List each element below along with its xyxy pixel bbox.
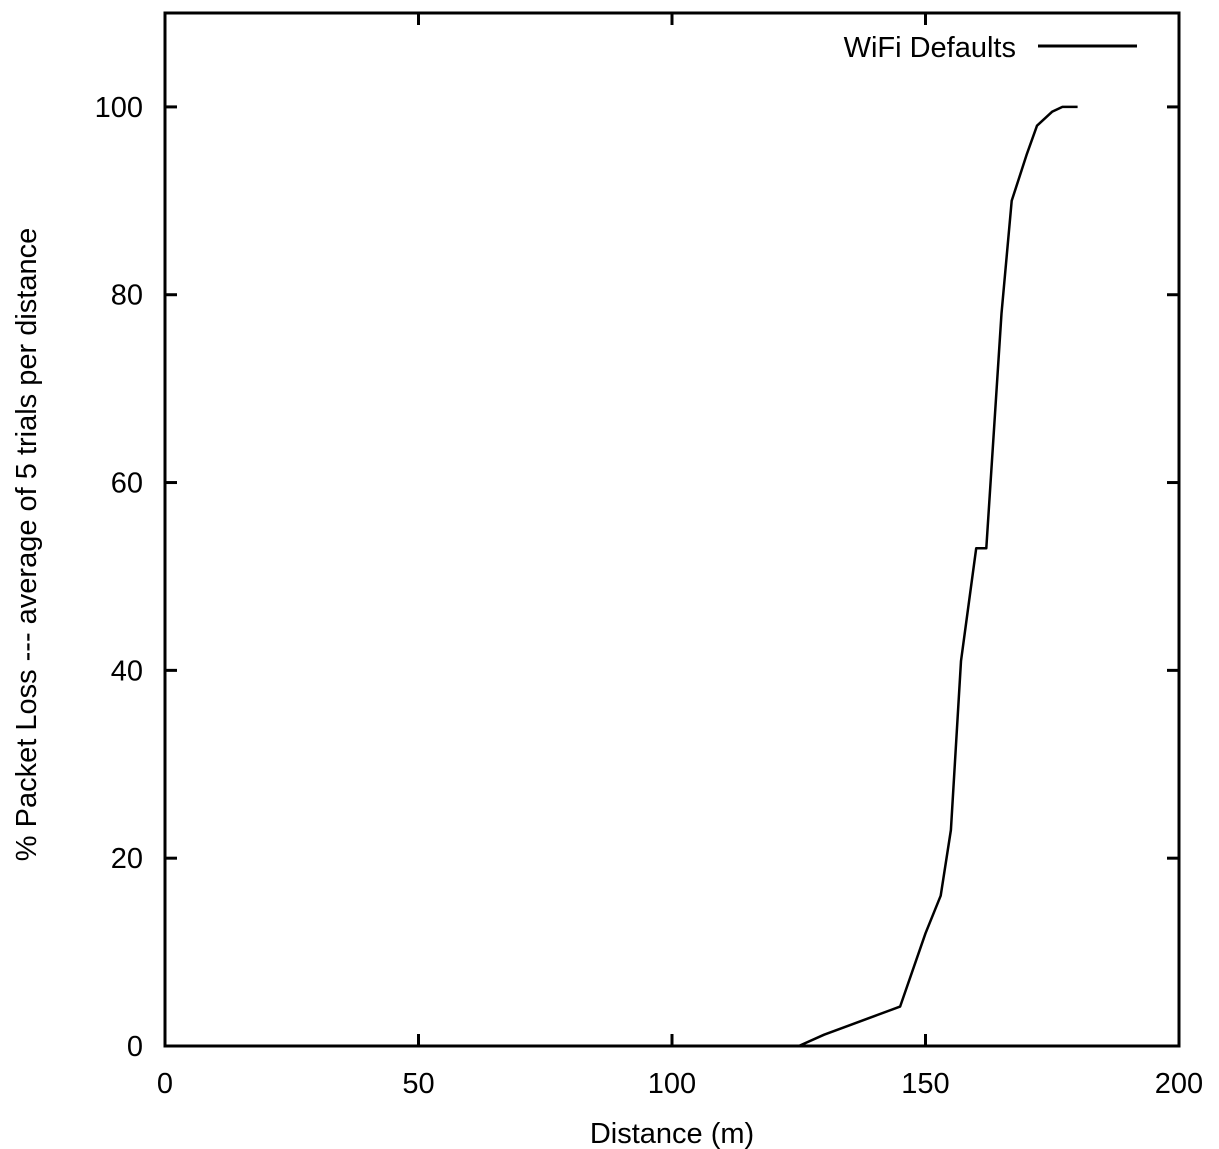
legend-label-wifi-defaults: WiFi Defaults bbox=[844, 32, 1016, 64]
y-tick-label: 60 bbox=[111, 468, 143, 500]
y-tick-label: 20 bbox=[111, 843, 143, 875]
series-line-wifi-defaults bbox=[798, 105, 1078, 1048]
x-tick-labels: 0 50 100 150 200 bbox=[157, 1068, 1203, 1100]
y-tick-label: 0 bbox=[127, 1031, 143, 1063]
x-tick-label: 200 bbox=[1155, 1068, 1203, 1100]
y-tick-label: 80 bbox=[111, 280, 143, 312]
plot-frame bbox=[163, 11, 1181, 1048]
legend: WiFi Defaults bbox=[844, 32, 1137, 64]
y-tick-label: 40 bbox=[111, 655, 143, 687]
x-axis-label: Distance (m) bbox=[590, 1118, 754, 1149]
x-tick-label: 0 bbox=[157, 1068, 173, 1100]
plot-series bbox=[798, 105, 1078, 1048]
x-tick-label: 100 bbox=[648, 1068, 696, 1100]
x-tick-label: 150 bbox=[901, 1068, 949, 1100]
y-axis-label: % Packet Loss --- average of 5 trials pe… bbox=[11, 228, 43, 861]
y-tick-label: 100 bbox=[95, 92, 143, 124]
y-tick-labels: 0 20 40 60 80 100 bbox=[95, 92, 143, 1063]
axis-ticks bbox=[163, 13, 1181, 1048]
x-tick-label: 50 bbox=[402, 1068, 434, 1100]
